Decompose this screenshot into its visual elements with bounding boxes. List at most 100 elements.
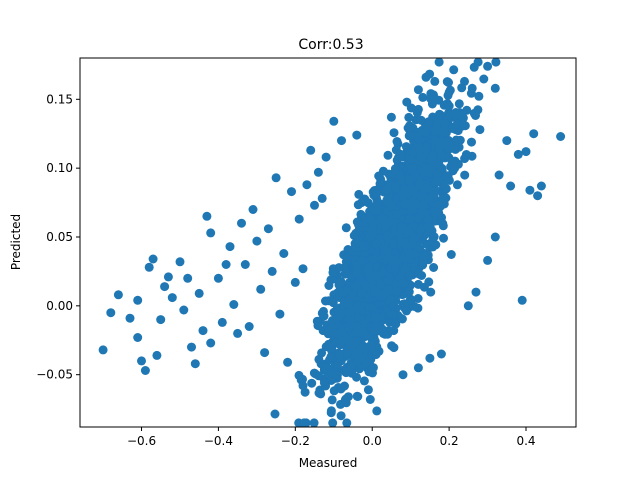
data-point — [402, 306, 411, 316]
data-point — [327, 395, 337, 405]
data-point — [206, 338, 216, 348]
data-point — [194, 288, 204, 298]
data-point — [319, 311, 329, 321]
data-point — [413, 199, 422, 209]
data-point — [405, 121, 415, 131]
data-point — [461, 150, 471, 159]
data-point — [354, 189, 364, 199]
data-point — [426, 94, 436, 104]
data-point — [137, 356, 146, 366]
data-point — [460, 121, 470, 131]
data-point — [298, 381, 308, 391]
data-point — [206, 228, 216, 238]
data-point — [529, 129, 539, 139]
data-point — [432, 121, 442, 131]
data-point — [434, 57, 444, 67]
data-point — [365, 395, 375, 404]
data-point — [334, 350, 344, 360]
data-point — [452, 180, 462, 190]
data-point — [400, 265, 410, 275]
data-point — [368, 254, 378, 264]
x-tick-label: −0.2 — [281, 434, 310, 448]
data-point — [381, 185, 391, 195]
data-point — [444, 101, 454, 111]
data-point — [256, 284, 266, 294]
data-point — [368, 363, 378, 373]
data-point — [140, 366, 150, 375]
data-point — [263, 224, 273, 234]
data-point — [363, 385, 373, 395]
data-point — [244, 322, 254, 331]
data-point — [419, 282, 429, 292]
data-point — [444, 87, 454, 97]
data-point — [317, 348, 327, 358]
data-point — [446, 250, 456, 259]
data-point — [410, 234, 420, 244]
data-point — [353, 200, 363, 210]
data-point — [310, 200, 319, 210]
data-point — [400, 299, 410, 309]
data-point — [187, 342, 196, 352]
data-point — [424, 195, 434, 204]
data-point — [413, 213, 423, 223]
data-point — [352, 130, 362, 140]
x-tick-label: 0.2 — [440, 434, 459, 448]
data-point — [366, 340, 376, 350]
y-axis-label: Predicted — [9, 214, 23, 270]
data-point — [321, 363, 331, 373]
x-axis-label: Measured — [299, 456, 358, 470]
data-point — [444, 78, 453, 87]
data-point — [438, 221, 448, 231]
data-point — [408, 185, 418, 195]
data-point — [337, 327, 347, 337]
data-point — [386, 112, 396, 122]
x-tick-label: 0.4 — [516, 434, 535, 448]
data-point — [404, 250, 414, 260]
data-point — [363, 293, 373, 303]
data-point — [494, 170, 504, 180]
data-point — [450, 163, 460, 173]
data-point — [202, 211, 212, 221]
data-point — [298, 374, 307, 384]
data-point — [148, 254, 158, 264]
data-point — [491, 57, 501, 67]
data-point — [423, 222, 433, 232]
data-point — [363, 266, 373, 276]
data-point — [321, 296, 330, 306]
data-point — [332, 370, 342, 380]
data-point — [225, 242, 235, 252]
data-point — [395, 171, 405, 181]
data-point — [431, 240, 441, 250]
data-point — [383, 276, 393, 286]
data-point — [345, 309, 355, 319]
data-point — [471, 287, 481, 297]
data-point — [213, 273, 223, 283]
data-point — [198, 326, 208, 336]
data-point — [439, 233, 448, 243]
data-point — [390, 182, 400, 192]
data-point — [352, 268, 362, 278]
data-point — [398, 278, 407, 288]
data-point — [344, 299, 354, 309]
data-point — [347, 292, 357, 302]
data-point — [252, 236, 262, 246]
data-point — [328, 268, 338, 278]
data-point — [402, 97, 412, 107]
data-point — [429, 263, 439, 272]
data-point — [421, 72, 431, 82]
data-point — [382, 195, 392, 205]
data-point — [451, 108, 461, 117]
data-point — [397, 222, 407, 232]
data-point — [415, 178, 425, 188]
data-point — [404, 112, 414, 122]
y-axis-ticks: −0.05 0.00 0.05 0.10 0.15 — [36, 92, 80, 382]
data-point — [163, 272, 173, 282]
data-point — [342, 418, 352, 428]
data-point — [359, 376, 369, 386]
data-point — [513, 149, 523, 159]
data-point — [444, 175, 454, 185]
data-point — [363, 198, 373, 208]
data-point — [460, 170, 470, 180]
data-point — [381, 245, 391, 255]
data-point — [454, 99, 464, 109]
